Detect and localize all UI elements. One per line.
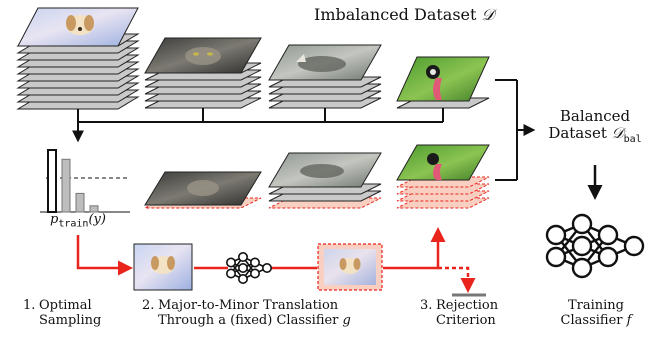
step-1-label: 1. Optimal Sampling: [23, 298, 102, 328]
step-2-label: 2. Major-to-Minor Translation Through a (…: [142, 298, 351, 328]
synthetic-rhino-stack: [268, 152, 382, 209]
net-node: [597, 224, 619, 246]
dataset-title: Imbalanced Dataset 𝒟: [314, 5, 495, 24]
classifier-g-icon: [226, 252, 272, 284]
net-node: [261, 262, 272, 273]
net-node: [571, 213, 593, 235]
stack-bird-class: [396, 56, 490, 109]
histogram-bar: [47, 149, 57, 213]
balanced-line1: Balanced: [559, 107, 631, 125]
balanced-line2: Dataset 𝒟bal: [548, 124, 642, 146]
histogram-bar: [89, 205, 99, 213]
synthetic-cat-stack: [144, 171, 262, 209]
net-node: [623, 235, 645, 257]
net-node: [250, 268, 261, 279]
stack-rhino-class: [268, 44, 382, 109]
stack-cat-class: [144, 37, 262, 109]
net-node: [238, 273, 249, 284]
balanced-dataset-label: Balanced Dataset 𝒟bal: [532, 107, 657, 146]
net-node: [545, 246, 567, 268]
training-label: Training Classifier f: [560, 298, 632, 328]
synthetic-bird-stack: [396, 144, 490, 209]
net-node: [571, 257, 593, 279]
bird-image: [396, 56, 490, 102]
translated-image: [317, 243, 383, 291]
classifier-f-icon: [545, 213, 645, 279]
net-node: [571, 235, 593, 257]
histogram-bar: [61, 158, 71, 213]
step-3-label: 3. Rejection Criterion: [420, 298, 499, 328]
net-node: [545, 224, 567, 246]
stack-dog-class: [16, 7, 140, 110]
source-image: [133, 243, 193, 291]
merge-connectors: [72, 108, 444, 143]
net-node: [226, 257, 237, 268]
net-node: [226, 268, 237, 279]
histogram-bar: [75, 192, 85, 213]
net-node: [250, 257, 261, 268]
net-node: [597, 246, 619, 268]
net-node: [238, 262, 249, 273]
balance-bracket: [495, 79, 536, 181]
net-node: [238, 252, 249, 263]
prior-label: ptrain(y): [50, 212, 106, 230]
prior-histogram: [40, 149, 130, 213]
translation-pipeline: [76, 227, 476, 293]
